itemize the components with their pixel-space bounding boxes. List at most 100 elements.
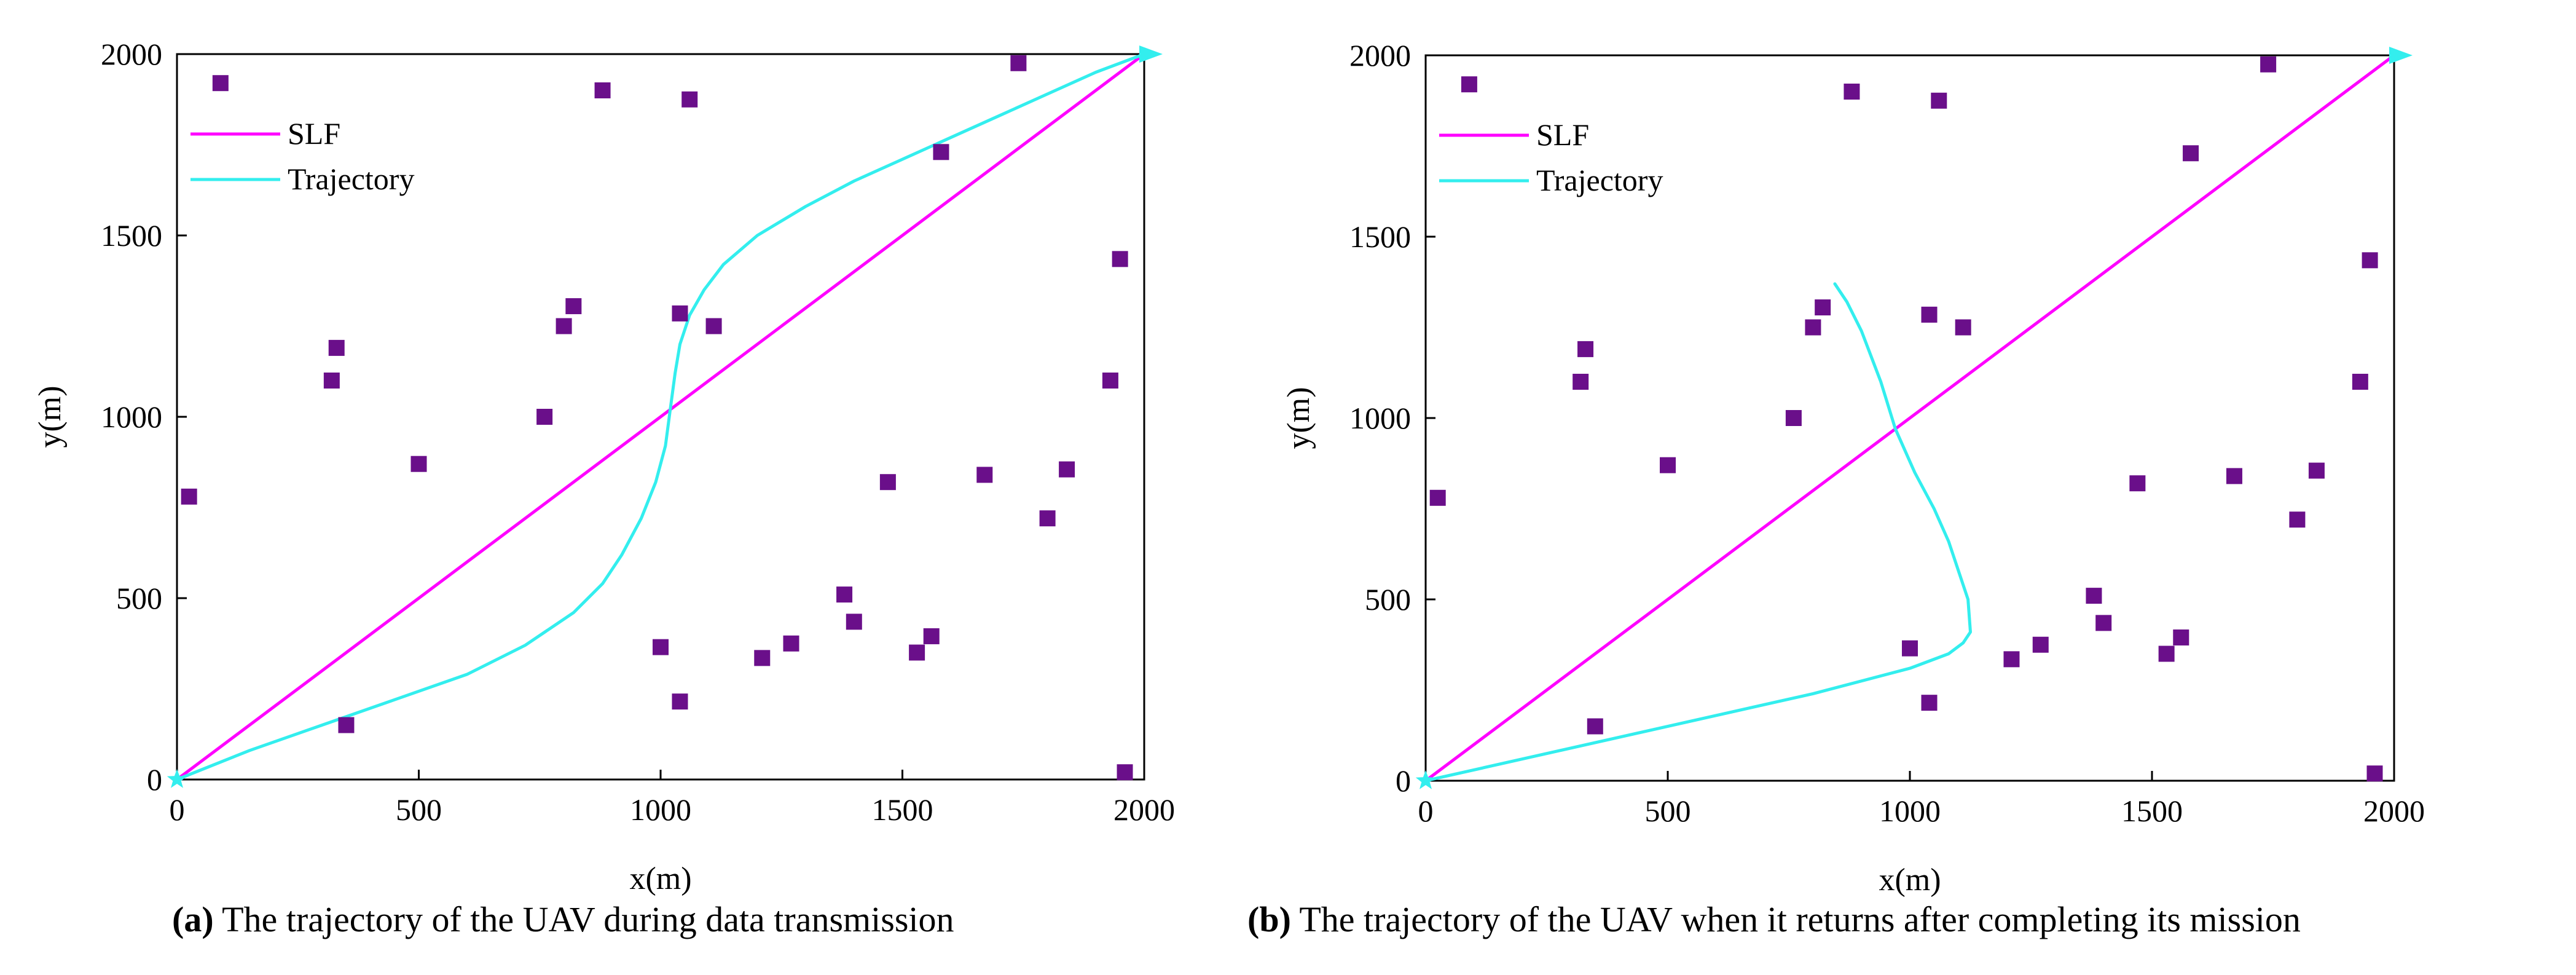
caption-b-letter: (b) (1247, 899, 1291, 939)
node-marker (2308, 462, 2325, 479)
node-marker (1102, 373, 1118, 389)
end-marker (2389, 47, 2413, 64)
x-tick-label: 500 (1645, 794, 1691, 828)
node-marker (212, 75, 229, 92)
node-marker (328, 339, 345, 356)
node-marker (1039, 510, 1056, 527)
node-marker (933, 144, 949, 160)
caption-a-letter: (a) (172, 899, 214, 939)
y-tick-label: 2000 (1349, 38, 1411, 73)
legend: SLF Trajectory (190, 116, 414, 196)
y-axis-label: y(m) (33, 385, 68, 448)
node-marker (2173, 629, 2189, 645)
node-marker (1461, 76, 1477, 93)
node-marker (653, 639, 669, 655)
x-tick-label: 1000 (1879, 794, 1941, 828)
node-marker (2362, 252, 2378, 269)
x-axis-label: x(m) (1879, 862, 1941, 898)
x-tick-label: 0 (1418, 794, 1434, 828)
end-marker (1139, 45, 1163, 63)
node-marker (1577, 341, 1594, 357)
node-marker (1955, 319, 1971, 336)
start-marker (1415, 770, 1436, 789)
legend-label: Trajectory (1536, 163, 1663, 197)
x-tick-label: 1000 (630, 792, 691, 827)
node-marker (1785, 410, 1802, 426)
node-marker (2129, 475, 2146, 492)
caption-a-text: The trajectory of the UAV during data tr… (213, 899, 954, 939)
x-tick-label: 1500 (2121, 794, 2183, 828)
x-axis-label: x(m) (629, 861, 691, 896)
chart-a: 0 500 1000 1500 2000 0 500 1000 1500 2000 x(m) y(m)… (33, 37, 1175, 896)
node-marker (338, 717, 355, 733)
chart-b: 0 500 1000 1500 2000 0 500 1000 1500 2000 x(m) y(m)… (1281, 38, 2425, 898)
legend-label: SLF (1536, 117, 1589, 152)
node-marker (1573, 374, 1589, 390)
slf-line (175, 52, 1146, 781)
node-marker (879, 474, 896, 491)
y-tick-label: 1500 (101, 218, 162, 253)
node-marker (836, 586, 853, 603)
slf-line (1424, 53, 2396, 783)
node-marker (2226, 468, 2242, 484)
node-marker (2095, 615, 2112, 631)
legend: SLF Trajectory (1439, 117, 1663, 197)
node-marker (565, 298, 582, 315)
legend-label: Trajectory (288, 162, 414, 196)
x-tick-label: 1500 (872, 792, 933, 827)
node-marker (1815, 299, 1831, 316)
node-marker (556, 318, 572, 334)
node-marker (1660, 457, 1676, 473)
node-marker (923, 628, 940, 644)
node-marker (681, 91, 698, 108)
y-tick-label: 1500 (1349, 219, 1411, 254)
node-marker (2289, 511, 2306, 528)
node-marker (2183, 145, 2199, 162)
node-marker (754, 650, 771, 666)
node-marker (909, 644, 925, 661)
node-marker (672, 305, 688, 322)
y-tick-label: 2000 (101, 37, 162, 71)
node-marker (536, 409, 553, 425)
x-tick-label: 2000 (2363, 794, 2425, 828)
node-marker (1587, 718, 1603, 735)
node-marker (1902, 640, 1918, 657)
node-marker (181, 488, 197, 505)
node-marker (1921, 695, 1938, 711)
node-marker (1921, 306, 1938, 323)
y-tick-label: 500 (1365, 582, 1411, 617)
trajectory-line (1424, 282, 1972, 783)
y-tick-label: 1000 (101, 400, 162, 434)
node-marker (1931, 92, 1947, 109)
caption-b: (b) The trajectory of the UAV when it re… (1247, 899, 2301, 940)
node-marker (2086, 588, 2102, 604)
node-marker (2003, 651, 2020, 668)
node-marker (1429, 489, 1446, 506)
node-marker (1117, 764, 1133, 781)
node-marker (2260, 56, 2277, 73)
node-marker (1010, 55, 1027, 71)
node-marker (705, 318, 722, 334)
node-marker (846, 614, 862, 630)
y-tick-label: 500 (116, 581, 162, 615)
y-tick-label: 1000 (1349, 401, 1411, 435)
legend-label: SLF (288, 116, 340, 151)
node-marker (1112, 251, 1128, 267)
node-marker (594, 82, 611, 98)
node-marker (672, 693, 688, 710)
y-tick-label: 0 (147, 762, 162, 797)
node-marker (2032, 636, 2049, 653)
node-marker (410, 456, 427, 472)
node-marker (2352, 374, 2368, 390)
node-marker (783, 635, 799, 652)
node-marker (323, 373, 340, 389)
node-marker (2158, 645, 2175, 662)
start-marker (167, 769, 187, 788)
y-axis-label: y(m) (1281, 387, 1316, 449)
node-marker (1059, 461, 1075, 478)
x-tick-label: 2000 (1113, 792, 1175, 827)
node-marker (1805, 319, 1821, 336)
caption-b-text: The trajectory of the UAV when it return… (1290, 899, 2301, 939)
x-tick-label: 500 (396, 792, 442, 827)
